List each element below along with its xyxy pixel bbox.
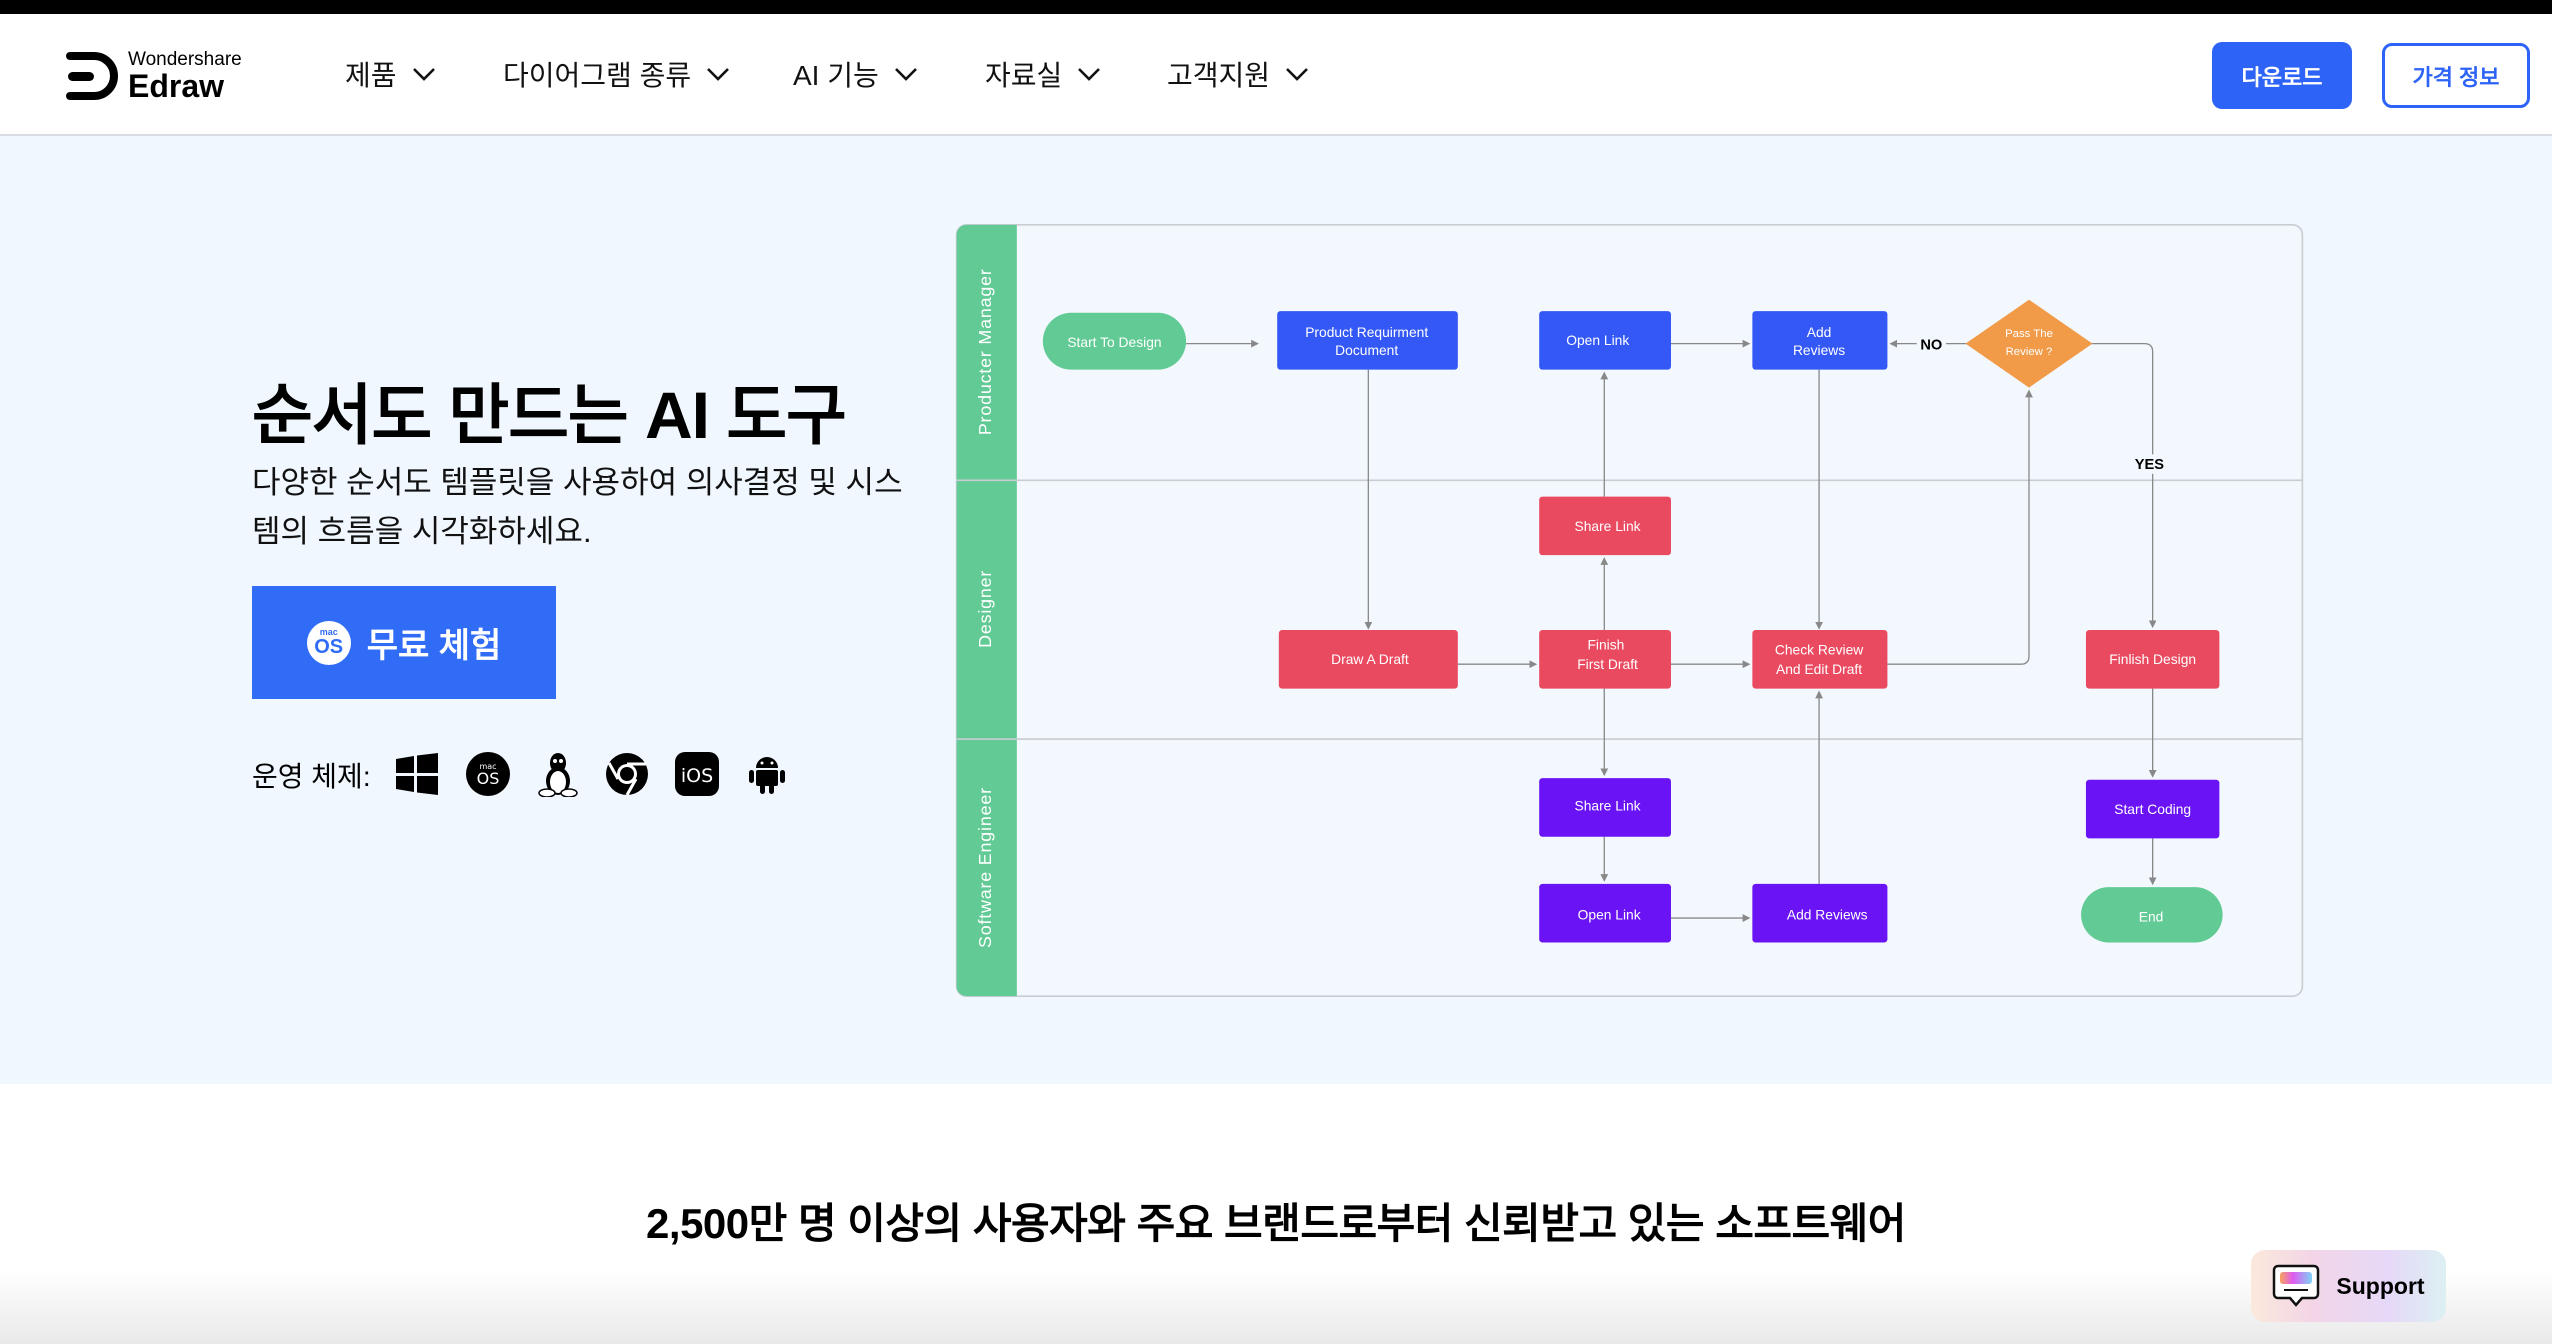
node-product-requirement-document: Product Requirment Document <box>1277 311 1458 370</box>
svg-text:Share Link: Share Link <box>1574 518 1640 534</box>
svg-text:Start To Design: Start To Design <box>1067 334 1161 350</box>
site-header: Wondershare Edraw 제품 다이어그램 종류 AI 기능 자료실 고… <box>0 14 2552 136</box>
svg-text:Review ?: Review ? <box>2006 346 2053 358</box>
lane-label-product-manager: Producter Manager <box>975 268 995 435</box>
nav-label: AI 기능 <box>793 60 879 91</box>
hero-subtitle: 다양한 순서도 템플릿을 사용하여 의사결정 및 시스템의 흐름을 시각화하세요… <box>252 465 903 549</box>
logo-brand: Wondershare <box>128 49 242 70</box>
svg-text:First Draft: First Draft <box>1577 656 1638 672</box>
linux-icon[interactable] <box>536 752 580 797</box>
nav-label: 고객지원 <box>1167 60 1271 91</box>
chrome-icon[interactable] <box>605 752 649 796</box>
svg-text:Product Requirment: Product Requirment <box>1305 324 1428 340</box>
svg-text:Open Link: Open Link <box>1578 907 1641 923</box>
nav-products[interactable]: 제품 <box>345 54 437 94</box>
windows-icon[interactable] <box>395 752 439 796</box>
node-finlish-design: Finlish Design <box>2085 630 2220 689</box>
logo-product: Edraw <box>128 68 225 104</box>
nav-support[interactable]: 고객지원 <box>1167 54 1310 94</box>
lane-label-software-engineer: Software Engineer <box>975 787 995 948</box>
node-end: End <box>2081 887 2223 943</box>
bottom-fade <box>0 1270 2552 1344</box>
node-open-link-engineer: Open Link <box>1539 883 1671 943</box>
node-draw-a-draft: Draw A Draft <box>1278 630 1458 689</box>
edge-label-no: NO <box>1920 337 1942 353</box>
node-start-coding: Start Coding <box>2085 779 2220 839</box>
svg-text:Share Link: Share Link <box>1574 798 1640 814</box>
edge <box>1887 389 2033 665</box>
svg-text:Finish: Finish <box>1587 637 1624 653</box>
node-start-to-design: Start To Design <box>1042 312 1187 370</box>
svg-text:Draw A Draft: Draw A Draft <box>1331 651 1409 667</box>
svg-text:Finlish Design: Finlish Design <box>2109 651 2196 667</box>
page-title: 순서도 만드는 AI 도구 <box>252 378 847 452</box>
nav-label: 제품 <box>345 60 397 91</box>
node-add-reviews-pm: Add Reviews <box>1752 311 1888 370</box>
chat-bubble-icon <box>2273 1264 2320 1307</box>
macos-icon[interactable]: mac OS <box>466 752 510 796</box>
free-trial-label: 무료 체험 <box>366 627 502 665</box>
nav-resources[interactable]: 자료실 <box>985 54 1102 94</box>
free-trial-button[interactable]: mac OS 무료 체험 <box>252 586 556 699</box>
chevron-down-icon <box>412 68 435 81</box>
node-share-link-designer: Share Link <box>1539 496 1671 556</box>
chevron-down-icon <box>1078 68 1101 81</box>
svg-text:Check Review: Check Review <box>1775 641 1864 657</box>
svg-text:Add Reviews: Add Reviews <box>1787 907 1868 923</box>
android-icon[interactable] <box>745 752 789 796</box>
svg-text:Pass The: Pass The <box>2005 328 2053 340</box>
macos-icon: mac OS <box>306 620 351 665</box>
os-label: 운영 체제: <box>252 761 371 792</box>
node-check-review-and-edit-draft: Check Review And Edit Draft <box>1752 630 1888 689</box>
lane-header-strip <box>956 224 1017 997</box>
node-add-reviews-engineer: Add Reviews <box>1752 883 1888 943</box>
support-label: Support <box>2336 1272 2425 1299</box>
support-button[interactable]: Support <box>2251 1250 2446 1322</box>
svg-text:End: End <box>2139 908 2164 924</box>
nav-diagram-types[interactable]: 다이어그램 종류 <box>503 54 731 94</box>
svg-text:Reviews: Reviews <box>1793 342 1845 358</box>
nav-label: 자료실 <box>985 60 1063 91</box>
node-share-link-engineer: Share Link <box>1539 778 1671 837</box>
svg-text:Open Link: Open Link <box>1566 332 1629 348</box>
svg-text:OS: OS <box>477 769 500 788</box>
window-top-bar <box>0 0 2552 14</box>
lane-label-designer: Designer <box>975 570 995 648</box>
svg-text:Document: Document <box>1335 342 1398 358</box>
svg-text:iOS: iOS <box>681 765 713 787</box>
svg-text:mac: mac <box>479 762 496 771</box>
node-finish-first-draft: Finish First Draft <box>1539 630 1671 689</box>
nav-label: 다이어그램 종류 <box>503 60 692 91</box>
edraw-logo[interactable]: Wondershare Edraw <box>66 50 242 102</box>
pricing-button[interactable]: 가격 정보 <box>2382 43 2530 108</box>
edge <box>2090 342 2157 629</box>
svg-text:Add: Add <box>1807 324 1832 340</box>
trust-heading: 2,500만 명 이상의 사용자와 주요 브랜드로부터 신뢰받고 있는 소프트웨… <box>646 1200 1906 1247</box>
ios-icon[interactable]: iOS <box>675 752 719 796</box>
edge-label-yes: YES <box>2135 457 2165 473</box>
edraw-logo-icon <box>66 52 118 100</box>
chevron-down-icon <box>707 68 730 81</box>
chevron-down-icon <box>894 68 917 81</box>
svg-text:And Edit Draft: And Edit Draft <box>1776 661 1862 677</box>
swimlane-flowchart: Producter Manager Designer Software Engi… <box>955 224 2304 997</box>
svg-text:Start Coding: Start Coding <box>2114 801 2191 817</box>
node-open-link-pm: Open Link <box>1539 311 1671 370</box>
chevron-down-icon <box>1286 68 1308 81</box>
download-button[interactable]: 다운로드 <box>2212 42 2352 109</box>
nav-ai-features[interactable]: AI 기능 <box>793 54 919 94</box>
